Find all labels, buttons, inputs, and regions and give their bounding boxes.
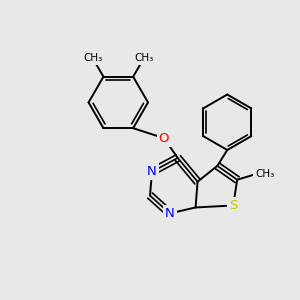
Text: N: N	[147, 165, 157, 178]
Text: N: N	[165, 207, 175, 220]
Text: S: S	[229, 199, 237, 212]
Text: CH₃: CH₃	[255, 169, 274, 179]
Text: CH₃: CH₃	[134, 53, 154, 63]
Text: O: O	[159, 132, 169, 145]
Text: CH₃: CH₃	[83, 53, 102, 63]
